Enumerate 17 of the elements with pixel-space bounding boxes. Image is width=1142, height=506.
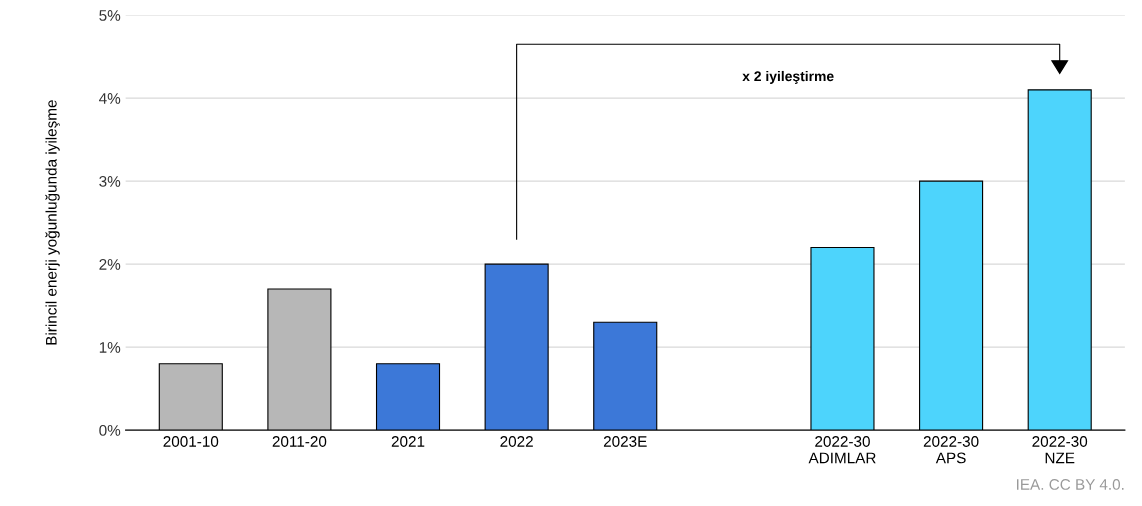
x-tick-label: 2022-30 APS <box>923 436 979 464</box>
y-axis-title: Birincil enerji yoğunluğunda iyileşme <box>45 100 60 345</box>
y-tick-label: 0% <box>99 424 121 436</box>
y-tick-label: 3% <box>99 176 121 187</box>
y-tick-label: 2% <box>99 259 121 270</box>
x-tick-label: 2021 <box>391 436 425 447</box>
annotation: x 2 iyileştirme <box>742 70 834 84</box>
x-tick-label: 2022-30 ADIMLAR <box>808 436 876 464</box>
x-tick-label: 2001-10 <box>163 436 219 447</box>
text: IEA. CC BY 4.0. <box>1017 479 1124 490</box>
x-tick-label: 2011-20 <box>272 436 327 447</box>
y-tick-label: 5% <box>99 10 121 21</box>
y-tick-label: 4% <box>99 93 121 104</box>
y-tick-label: 1% <box>99 342 121 353</box>
x-tick-label: 2023E <box>603 436 647 447</box>
x-tick-label: 2022-30 NZE <box>1032 436 1088 464</box>
x-tick-label: 2022 <box>500 436 533 447</box>
